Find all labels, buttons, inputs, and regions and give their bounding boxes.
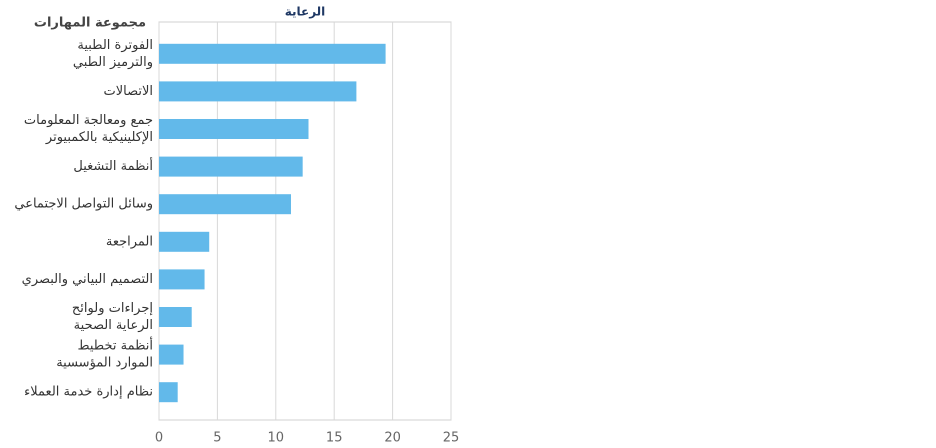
y-tick-label: أنظمة تخطيط bbox=[78, 337, 153, 354]
y-tick-label: الرعاية الصحية bbox=[74, 318, 153, 333]
chart-title: الرعاية bbox=[285, 5, 326, 19]
x-tick-label: 25 bbox=[443, 431, 460, 446]
bar bbox=[159, 344, 184, 365]
y-tick-label: وسائل التواصل الاجتماعي bbox=[14, 197, 153, 212]
y-tick-label: التصميم البياني والبصري bbox=[22, 272, 153, 287]
x-tick-label: 20 bbox=[384, 431, 401, 446]
x-tick-label: 10 bbox=[268, 431, 285, 446]
y-tick-label: المراجعة bbox=[106, 234, 153, 249]
bar bbox=[159, 119, 309, 139]
y-tick-label: الفوترة الطبية bbox=[77, 38, 153, 53]
bar bbox=[159, 156, 303, 177]
x-tick-label: 15 bbox=[326, 431, 343, 446]
x-tick-label: 5 bbox=[213, 431, 221, 446]
bar bbox=[159, 231, 210, 252]
y-tick-label: جمع ومعالجة المعلومات bbox=[24, 113, 153, 128]
y-tick-label: الاتصالات bbox=[103, 84, 153, 99]
x-tick-label: 0 bbox=[155, 431, 163, 446]
y-tick-label: الموارد المؤسسية bbox=[56, 356, 153, 371]
bar bbox=[159, 43, 386, 64]
bar bbox=[159, 269, 205, 290]
bar bbox=[159, 81, 357, 102]
bar bbox=[159, 307, 192, 327]
y-tick-label: نظام إدارة خدمة العملاء bbox=[24, 385, 153, 400]
y-tick-label: إجراءات ولوائح bbox=[72, 301, 153, 316]
bar bbox=[159, 194, 291, 215]
y-axis-label: مجموعة المهارات bbox=[34, 16, 146, 31]
y-tick-label: الإكلينيكية بالكمبيوتر bbox=[45, 130, 153, 145]
bar bbox=[159, 382, 178, 403]
y-tick-label: والترميز الطبي bbox=[73, 55, 153, 70]
y-tick-label: أنظمة التشغيل bbox=[73, 157, 153, 174]
